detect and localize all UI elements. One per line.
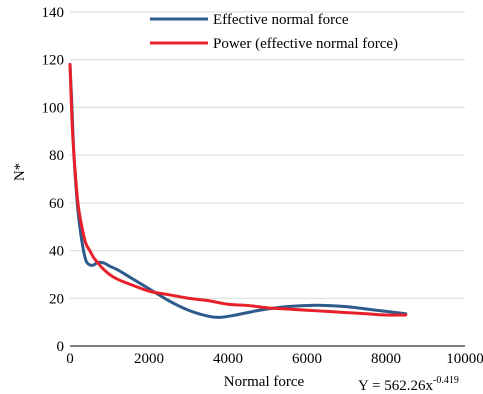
legend: Effective normal force Power (effective … [150, 12, 398, 52]
y-tick-label-0: 0 [57, 339, 65, 355]
y-tick-label-100: 100 [42, 100, 65, 116]
y-tick-label-20: 20 [49, 291, 64, 307]
x-tick-label-8000: 8000 [371, 351, 401, 367]
y-tick-label-80: 80 [49, 148, 64, 164]
y-tick-label-140: 140 [42, 5, 65, 21]
x-tick-label-10000: 10000 [446, 351, 483, 367]
x-axis-title: Normal force [224, 374, 305, 390]
tick-labels: 0 20 40 60 80 100 120 140 0 2000 4000 6000 8000 10000 [42, 5, 483, 367]
x-tick-label-6000: 6000 [292, 351, 322, 367]
y-axis-title: N* [12, 163, 28, 181]
x-tick-label-2000: 2000 [134, 351, 164, 367]
y-tick-label-40: 40 [49, 244, 64, 260]
legend-label-effective-normal-force: Effective normal force [213, 12, 349, 28]
x-tick-label-4000: 4000 [213, 351, 243, 367]
y-tick-label-60: 60 [49, 196, 64, 212]
series-layer [68, 62, 408, 319]
gridlines [70, 11, 465, 299]
equation-exponent: -0.419 [433, 375, 459, 386]
y-tick-label-120: 120 [42, 53, 65, 69]
series-line-power-effective-normal-force [68, 62, 408, 317]
series-line-effective-normal-force [68, 62, 408, 319]
x-tick-label-0: 0 [66, 351, 74, 367]
equation-base: Y = 562.26x [358, 378, 433, 394]
regression-equation: Y = 562.26x-0.419 [358, 375, 459, 394]
legend-label-power: Power (effective normal force) [213, 36, 398, 52]
